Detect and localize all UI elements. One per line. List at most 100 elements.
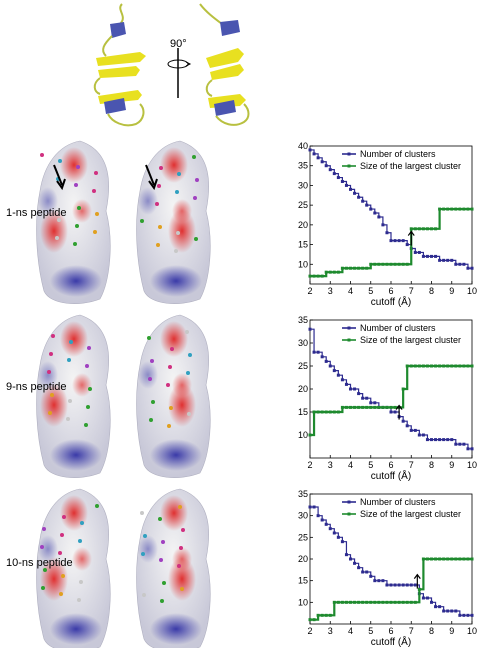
- data-point: [454, 609, 458, 613]
- data-point: [462, 364, 466, 368]
- y-tick-label: 30: [298, 338, 308, 348]
- data-point: [438, 557, 442, 561]
- negative-patch: [168, 209, 196, 253]
- data-point: [413, 600, 417, 604]
- data-point: [320, 518, 324, 522]
- data-point: [413, 583, 417, 587]
- peptide-atom: [174, 249, 178, 253]
- peptide-atom: [150, 359, 154, 363]
- peptide-atom: [61, 574, 65, 578]
- data-point: [466, 207, 470, 211]
- data-point: [349, 600, 352, 604]
- data-point: [353, 405, 357, 409]
- ribbon-helix-top: [110, 22, 126, 38]
- y-tick-label: 15: [298, 407, 308, 417]
- data-point: [385, 583, 389, 587]
- data-point: [462, 442, 466, 446]
- data-point: [312, 350, 316, 354]
- data-point: [393, 583, 397, 587]
- data-point: [405, 600, 409, 604]
- x-tick-label: 9: [449, 626, 454, 636]
- data-point: [413, 428, 417, 432]
- y-tick-label: 40: [298, 141, 308, 151]
- data-point: [320, 160, 324, 164]
- series-line: [310, 328, 472, 450]
- y-tick-label: 35: [298, 315, 308, 325]
- data-point: [417, 250, 421, 254]
- data-point: [393, 410, 397, 414]
- data-point: [344, 553, 348, 557]
- data-point: [324, 164, 328, 168]
- peptide-atom: [94, 171, 98, 175]
- x-tick-label: 5: [368, 626, 373, 636]
- data-point: [357, 392, 361, 396]
- peptide-atom: [188, 353, 192, 357]
- data-point: [430, 438, 433, 442]
- data-point: [361, 570, 365, 574]
- data-point: [458, 262, 462, 266]
- x-tick-label: 7: [409, 460, 414, 470]
- ribbon-coil: [107, 103, 145, 127]
- peptide-atom: [140, 511, 144, 515]
- data-point: [381, 600, 385, 604]
- data-point: [405, 364, 409, 368]
- legend-label: Size of the largest cluster: [360, 509, 461, 519]
- data-point: [442, 438, 446, 442]
- x-tick-label: 4: [348, 460, 353, 470]
- ribbon-sheet: [206, 48, 244, 68]
- x-tick-label: 7: [409, 626, 414, 636]
- data-point: [344, 266, 348, 270]
- data-point: [417, 227, 421, 231]
- data-point: [434, 364, 438, 368]
- peptide-atom: [177, 564, 181, 568]
- data-point: [328, 364, 332, 368]
- data-point: [365, 405, 369, 409]
- peptide-atom: [69, 340, 73, 344]
- data-point: [377, 215, 381, 219]
- peptide-atom: [167, 424, 171, 428]
- data-point: [446, 438, 450, 442]
- negative-patch: [60, 495, 88, 531]
- data-point: [430, 557, 433, 561]
- data-point: [389, 262, 393, 266]
- data-point: [470, 447, 474, 451]
- peptide-atom: [85, 364, 89, 368]
- data-point: [417, 364, 421, 368]
- data-point: [393, 239, 397, 243]
- data-point: [332, 369, 336, 373]
- peptide-atom: [47, 370, 51, 374]
- data-point: [470, 266, 474, 270]
- y-tick-label: 25: [298, 200, 308, 210]
- data-point: [405, 424, 409, 428]
- data-point: [340, 266, 344, 270]
- y-tick-label: 15: [298, 240, 308, 250]
- positive-patch: [138, 535, 158, 563]
- data-point: [450, 438, 454, 442]
- peptide-atom: [84, 423, 88, 427]
- data-point: [357, 600, 361, 604]
- data-point: [312, 274, 316, 278]
- cluster-chart-9ns: 2 3 4 5 6 7 8 9 10 10 15 20 25 30 35 cutoff (Å) Number o…: [298, 315, 477, 482]
- data-point: [324, 410, 328, 414]
- data-point: [417, 433, 421, 437]
- legend-label: Size of the largest cluster: [360, 335, 461, 345]
- legend-marker: [347, 326, 351, 330]
- x-tick-label: 5: [368, 286, 373, 296]
- negative-patch: [72, 373, 92, 397]
- positive-patch: [138, 361, 158, 389]
- peptide-atom: [159, 166, 163, 170]
- surface-view: [36, 140, 111, 304]
- x-tick-label: 2: [307, 286, 312, 296]
- peptide-atom: [181, 528, 185, 532]
- ribbon-coil: [102, 35, 113, 57]
- ribbon-sheet: [98, 66, 140, 78]
- data-point: [324, 613, 328, 617]
- data-point: [340, 378, 344, 382]
- negative-patch: [160, 495, 188, 531]
- data-point: [320, 613, 324, 617]
- rotation-symbol: [167, 48, 192, 98]
- x-tick-label: 4: [348, 626, 353, 636]
- ribbon-coil: [119, 3, 124, 25]
- y-tick-label: 35: [298, 161, 308, 171]
- x-tick-label: 10: [467, 626, 477, 636]
